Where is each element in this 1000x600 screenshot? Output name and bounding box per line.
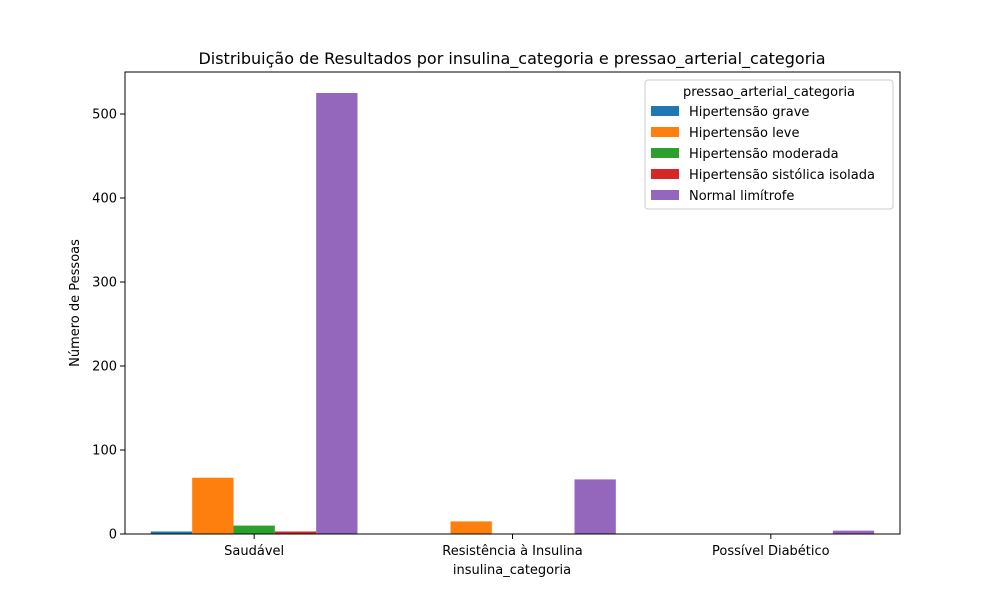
legend-swatch bbox=[651, 106, 679, 116]
bar bbox=[192, 477, 234, 534]
chart-title: Distribuição de Resultados por insulina_… bbox=[198, 49, 825, 69]
legend-swatch bbox=[651, 127, 679, 137]
legend-swatch bbox=[651, 169, 679, 179]
bar bbox=[150, 531, 193, 534]
y-tick-label: 500 bbox=[92, 108, 117, 123]
y-tick-label: 300 bbox=[92, 276, 117, 291]
bar bbox=[450, 521, 492, 534]
legend-swatch bbox=[651, 190, 679, 200]
y-axis-label: Número de Pessoas bbox=[68, 239, 83, 367]
legend-title: pressao_arterial_categoria bbox=[683, 85, 855, 100]
x-axis: Saudável Resistência à Insulina Possível D… bbox=[224, 534, 830, 559]
legend-swatch bbox=[651, 148, 679, 158]
x-tick-label: Saudável bbox=[224, 544, 284, 559]
legend-label: Hipertensão moderada bbox=[689, 147, 839, 162]
legend-label: Hipertensão leve bbox=[689, 126, 799, 141]
bar bbox=[274, 531, 317, 534]
x-tick-label: Possível Diabético bbox=[712, 544, 830, 559]
legend-label: Hipertensão sistólica isolada bbox=[689, 168, 875, 183]
y-tick-label: 200 bbox=[92, 360, 117, 375]
legend-label: Hipertensão grave bbox=[689, 105, 809, 120]
bar bbox=[574, 479, 616, 534]
y-tick-label: 0 bbox=[109, 528, 117, 543]
y-tick-label: 400 bbox=[92, 192, 117, 207]
legend-label: Normal limítrofe bbox=[689, 189, 794, 204]
x-axis-label: insulina_categoria bbox=[453, 563, 571, 578]
y-axis: 0 100 200 300 400 500 bbox=[92, 108, 125, 543]
legend: pressao_arterial_categoria Hipertensão g… bbox=[644, 79, 894, 210]
legend-box bbox=[644, 79, 894, 210]
bars-group bbox=[150, 93, 875, 534]
x-tick-label: Resistência à Insulina bbox=[442, 544, 582, 559]
bar bbox=[316, 93, 358, 534]
y-tick-label: 100 bbox=[92, 444, 117, 459]
bar bbox=[233, 525, 275, 534]
bar bbox=[832, 530, 875, 534]
